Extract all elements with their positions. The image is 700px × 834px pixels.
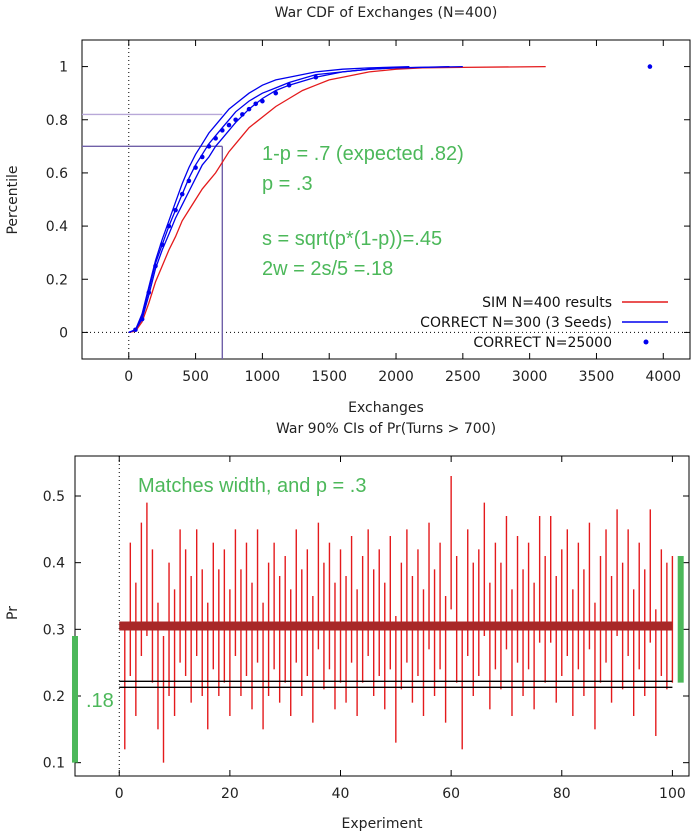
cdf-chart: War CDF of Exchanges (N=400) 0 500 1000 150… <box>5 5 691 416</box>
ci-annotation-main: Matches width, and p = .3 <box>138 475 366 497</box>
ci-chart: War 90% CIs of Pr(Turns > 700) 0 20 40 60 80… <box>5 421 690 832</box>
cdf-point <box>193 165 198 170</box>
cdf-legend: SIM N=400 results CORRECT N=300 (3 Seeds… <box>420 295 668 351</box>
ci-y-axis-label: Pr <box>5 606 21 620</box>
cdf-point <box>286 82 292 88</box>
cdf-y-tick-label: 0.6 <box>46 166 68 182</box>
cdf-point <box>246 106 252 112</box>
cdf-reference-lines <box>82 113 224 359</box>
cdf-point <box>146 290 152 295</box>
legend-label-correct-300: CORRECT N=300 (3 Seeds) <box>420 315 612 331</box>
cdf-x-tick-label: 4000 <box>645 369 681 385</box>
ci-x-tick-label: 60 <box>442 786 460 802</box>
ci-x-tick-label: 80 <box>553 786 571 802</box>
legend-swatch-correct-25000 <box>643 339 649 345</box>
ci-x-axis-label: Experiment <box>342 816 423 832</box>
cdf-point <box>186 178 192 184</box>
cdf-x-tick-label: 3500 <box>579 369 615 385</box>
legend-label-sim: SIM N=400 results <box>482 295 612 311</box>
cdf-point <box>647 64 653 69</box>
cdf-point <box>133 327 138 333</box>
cdf-x-tick-label: 500 <box>182 369 209 385</box>
cdf-point <box>153 263 158 269</box>
cdf-point <box>253 101 259 107</box>
cdf-point <box>173 207 178 213</box>
cdf-y-axis-label: Percentile <box>5 165 21 234</box>
ci-y-tick-label: 0.5 <box>43 489 65 505</box>
cdf-point <box>199 154 205 160</box>
ci-axis-ticks: 0 20 40 60 80 100 0.1 0.2 0.3 0.4 0.5 <box>43 456 689 802</box>
cdf-point <box>226 122 232 128</box>
ci-y-tick-label: 0.4 <box>43 556 65 572</box>
ci-x-tick-label: 0 <box>115 786 124 802</box>
ci-x-tick-label: 100 <box>659 786 686 802</box>
ci-reference-lines <box>119 621 673 689</box>
cdf-point <box>159 242 165 247</box>
ci-annotation-width: .18 <box>86 690 114 712</box>
cdf-point <box>166 223 172 229</box>
cdf-y-tick-label: 1 <box>59 60 68 76</box>
ci-y-tick-label: 0.1 <box>43 756 65 772</box>
cdf-point <box>220 128 225 133</box>
cdf-point <box>213 136 218 141</box>
ci-plot-frame <box>74 455 690 777</box>
cdf-point <box>240 112 245 117</box>
cdf-point <box>260 98 265 104</box>
cdf-point <box>313 74 319 80</box>
cdf-series-correct-300 <box>128 65 463 334</box>
cdf-annotation-2: p = .3 <box>262 173 313 195</box>
cdf-x-axis-label: Exchanges <box>348 400 424 416</box>
cdf-series-sim <box>128 65 546 334</box>
cdf-point <box>233 117 238 123</box>
cdf-series-group <box>128 64 653 334</box>
cdf-x-tick-label: 2500 <box>445 369 481 385</box>
cdf-y-tick-label: 0 <box>59 325 68 341</box>
cdf-point <box>139 316 145 322</box>
cdf-x-tick-label: 0 <box>124 369 133 385</box>
legend-label-correct-25000: CORRECT N=25000 <box>473 335 612 351</box>
cdf-y-tick-label: 0.2 <box>46 272 68 288</box>
cdf-y-tick-label: 0.4 <box>46 219 68 235</box>
cdf-x-tick-label: 3000 <box>512 369 548 385</box>
cdf-plot-frame <box>81 39 691 360</box>
cdf-x-tick-label: 1000 <box>245 369 281 385</box>
ci-chart-title: War 90% CIs of Pr(Turns > 700) <box>276 421 496 437</box>
cdf-x-tick-label: 1500 <box>311 369 347 385</box>
ci-x-tick-label: 20 <box>221 786 239 802</box>
cdf-point <box>273 90 279 96</box>
ci-x-tick-label: 40 <box>332 786 350 802</box>
cdf-annotation-1: 1-p = .7 (expected .82) <box>262 143 464 165</box>
cdf-chart-title: War CDF of Exchanges (N=400) <box>275 5 498 21</box>
ci-green-bars <box>72 556 684 763</box>
cdf-y-tick-label: 0.8 <box>46 113 68 129</box>
ci-y-tick-label: 0.2 <box>43 689 65 705</box>
cdf-point <box>206 144 212 149</box>
ci-y-tick-label: 0.3 <box>43 622 65 638</box>
cdf-point <box>179 191 185 197</box>
cdf-series-correct-300 <box>128 65 410 334</box>
ci-intervals-group <box>124 476 674 763</box>
cdf-axis-ticks: 0 500 1000 1500 2000 2500 3000 3500 4000 0 0.2 0.4 0… <box>46 40 690 385</box>
cdf-annotation-3: s = sqrt(p*(1-p))=.45 <box>262 228 442 250</box>
cdf-x-tick-label: 2000 <box>378 369 414 385</box>
cdf-annotation-4: 2w = 2s/5 =.18 <box>262 258 393 280</box>
